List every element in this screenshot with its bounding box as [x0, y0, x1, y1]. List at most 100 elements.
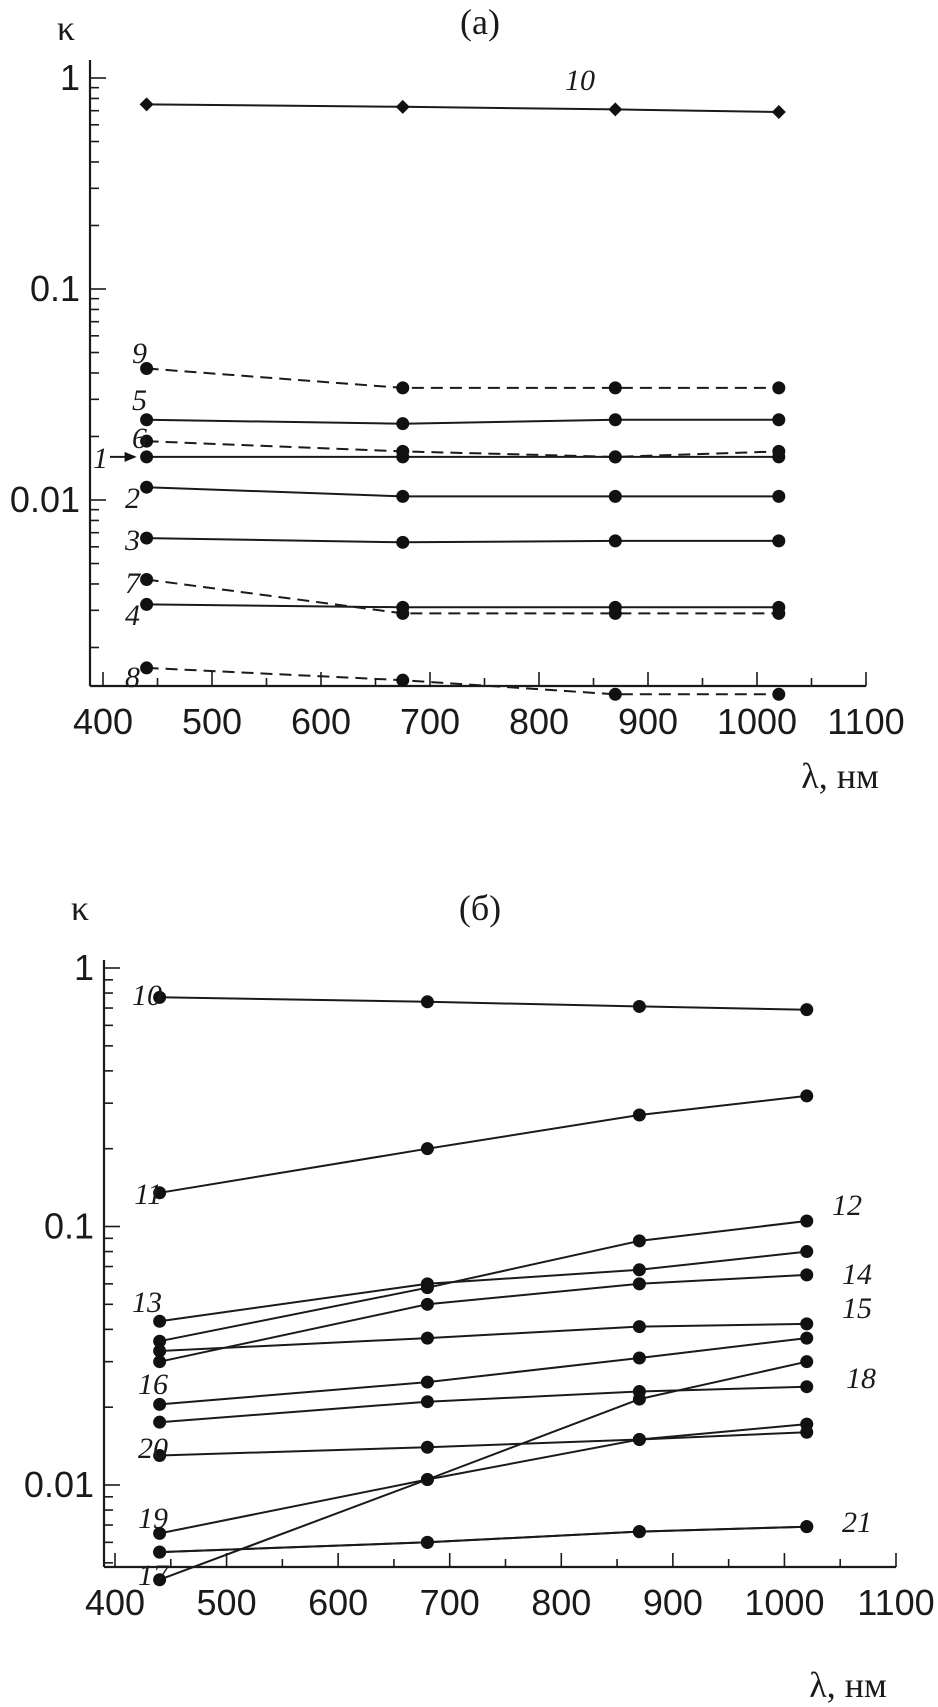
data-point [800, 1214, 814, 1228]
data-point [420, 1142, 434, 1156]
series-line [146, 578, 779, 615]
data-point [608, 489, 622, 503]
x-tick-label: 1000 [744, 1582, 824, 1623]
series-line [159, 1220, 807, 1343]
series-line [146, 603, 779, 609]
data-point [140, 597, 154, 611]
series-11: 11 [134, 1089, 814, 1211]
x-axis-label: λ, нм [809, 1665, 887, 1705]
data-point [800, 1520, 814, 1534]
x-tick-label: 800 [531, 1582, 591, 1623]
data-point [800, 1245, 814, 1259]
data-point [420, 1375, 434, 1389]
data-point [772, 534, 786, 548]
data-point [140, 572, 154, 586]
series-label: 14 [842, 1258, 872, 1291]
series-label: 1 [93, 442, 108, 475]
data-point [608, 600, 622, 614]
data-point [395, 99, 410, 114]
data-point [420, 1297, 434, 1311]
x-tick-label: 500 [182, 701, 242, 742]
data-point [396, 600, 410, 614]
x-tick-label: 800 [509, 701, 569, 742]
series-label: 21 [842, 1506, 872, 1539]
series-10: 10 [132, 979, 814, 1017]
series-label: 10 [565, 64, 595, 97]
series-4: 4 [125, 597, 786, 632]
data-point [396, 417, 410, 431]
data-point [632, 1277, 646, 1291]
data-point [153, 1397, 167, 1411]
series-line [146, 418, 779, 425]
data-point [153, 1545, 167, 1559]
series-label: 5 [132, 384, 147, 417]
series-line [159, 1337, 807, 1406]
data-point [632, 1320, 646, 1334]
data-point [153, 1573, 167, 1587]
series-20: 20 [138, 1425, 814, 1465]
data-point [140, 480, 154, 494]
series-label: 20 [138, 1432, 168, 1465]
series-line [146, 537, 779, 544]
data-point [608, 687, 622, 701]
series-10: 10 [139, 64, 786, 120]
chart-panel-b: 400 500 600 700 800 900 1000 1100 1 0.1 0.01 (б) κ λ,… [24, 888, 935, 1705]
x-axis-label: λ, нм [801, 756, 879, 796]
data-point [153, 1415, 167, 1429]
y-tick-label: 0.01 [10, 479, 80, 520]
series-7: 7 [125, 567, 786, 620]
series-label: 7 [125, 567, 142, 600]
series-label: 3 [124, 524, 140, 557]
data-point [608, 450, 622, 464]
data-point [140, 661, 154, 675]
y-axis-label: κ [71, 888, 89, 928]
series-label: 15 [842, 1292, 872, 1325]
data-point [632, 1525, 646, 1539]
x-tick-label: 600 [291, 701, 351, 742]
panel-label: (a) [460, 2, 500, 42]
series-label: 19 [138, 1502, 168, 1535]
series-label: 11 [134, 1178, 162, 1211]
series-line [159, 1431, 807, 1457]
data-point [800, 1380, 814, 1394]
y-axis-label: κ [57, 8, 75, 48]
chart-panel-a: 400 500 600 700 800 900 1000 1100 1 0.1 0.01 (a) κ λ,… [10, 2, 905, 796]
data-point [153, 1314, 167, 1328]
data-point [800, 1268, 814, 1282]
series-line [159, 1525, 807, 1554]
data-point [800, 1317, 814, 1331]
series-line [146, 486, 779, 498]
data-point [420, 1277, 434, 1291]
data-point [140, 434, 154, 448]
series-line [159, 1322, 807, 1352]
series-8: 8 [125, 661, 786, 701]
x-tick-label: 900 [618, 701, 678, 742]
data-point [800, 1417, 814, 1431]
series-label: 4 [125, 599, 140, 632]
data-point [632, 1392, 646, 1406]
data-point [153, 990, 167, 1004]
data-point [153, 1186, 167, 1200]
series-line [159, 1385, 807, 1424]
y-tick-label: 0.1 [44, 1206, 94, 1247]
panel-label: (б) [459, 888, 501, 928]
series-label: 8 [125, 661, 140, 694]
data-point [420, 1473, 434, 1487]
data-point [632, 1432, 646, 1446]
series-label: 9 [132, 337, 147, 370]
data-point [800, 1003, 814, 1017]
series-line [146, 367, 779, 389]
data-point [153, 1355, 167, 1369]
data-point [153, 1449, 167, 1463]
series-21: 21 [153, 1506, 872, 1559]
data-point [608, 413, 622, 427]
data-point [396, 535, 410, 549]
series-label: 13 [132, 1286, 162, 1319]
series-9: 9 [132, 337, 786, 395]
y-tick-label: 0.1 [30, 268, 80, 309]
data-point [772, 600, 786, 614]
series-13: 13 [132, 1245, 814, 1328]
series-line [146, 103, 779, 113]
data-point [800, 1089, 814, 1103]
data-point [140, 361, 154, 375]
